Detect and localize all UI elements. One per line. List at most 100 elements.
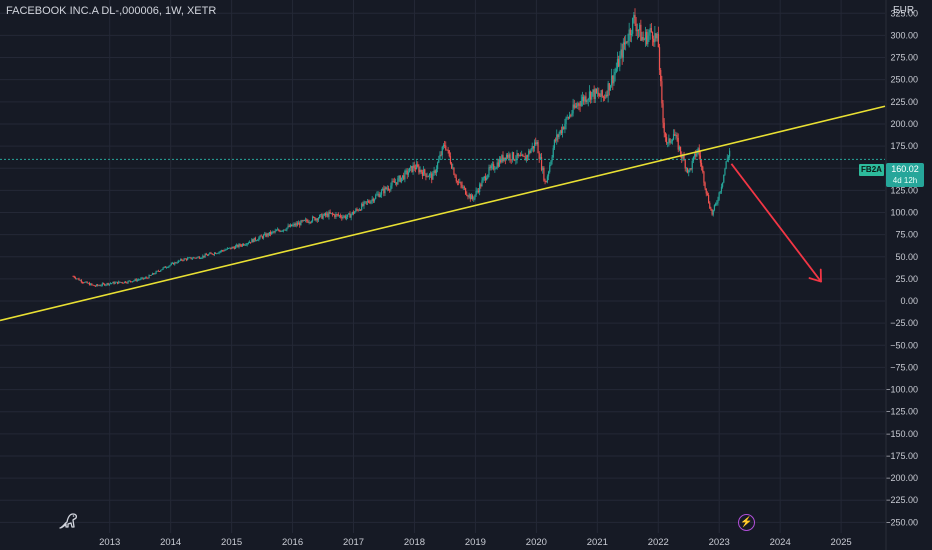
candle-body: [273, 231, 275, 233]
dinosaur-icon[interactable]: [58, 511, 80, 531]
candle-body: [380, 190, 383, 195]
candle-body: [262, 235, 265, 239]
candle-body: [482, 178, 484, 181]
candle-body: [574, 105, 577, 108]
candle-body: [223, 250, 225, 252]
y-tick-label: 25.00: [895, 274, 918, 284]
candle-body: [514, 159, 516, 161]
candle-body: [195, 257, 197, 259]
candle-body: [328, 211, 330, 217]
x-tick-label: 2024: [770, 537, 791, 548]
price-axis: 325.00 300.00 275.00 250.00 225.00 200.00 175.…: [885, 0, 918, 550]
candle-body: [619, 55, 621, 67]
projection-arrow: [730, 163, 822, 283]
candle-body: [584, 96, 586, 102]
y-tick-label: −50.00: [890, 340, 918, 350]
candle-body: [401, 175, 404, 178]
candle-body: [303, 220, 306, 221]
candle-body: [274, 230, 276, 232]
candle-body: [90, 283, 92, 286]
candle-body: [655, 33, 657, 39]
candle-body: [272, 231, 274, 233]
candle-body: [261, 236, 263, 239]
candle-body: [716, 202, 718, 204]
candle-body: [336, 214, 338, 215]
candle-body: [604, 97, 606, 99]
candle-body: [137, 279, 140, 281]
candle-body: [330, 213, 332, 214]
candle-body: [396, 182, 398, 185]
candle-body: [141, 277, 143, 279]
candle-body: [660, 70, 662, 82]
candle-body: [684, 160, 686, 169]
candle-body: [199, 258, 202, 260]
candle-body: [355, 209, 357, 212]
candle-body: [657, 33, 659, 48]
candle-body: [253, 237, 255, 243]
candle-body: [484, 176, 487, 181]
candle-body: [392, 181, 394, 183]
candle-body: [154, 273, 156, 275]
candle-body: [421, 172, 424, 176]
candle-body: [472, 195, 474, 199]
candle-body: [246, 243, 248, 245]
y-tick-label: −75.00: [890, 362, 918, 372]
candle-body: [118, 281, 120, 284]
candle-body: [722, 182, 724, 187]
candle-body: [102, 283, 105, 285]
candle-body: [162, 267, 164, 270]
candle-body: [444, 145, 446, 146]
candle-body: [189, 257, 191, 259]
candle-body: [700, 162, 703, 167]
candle-body: [725, 161, 727, 169]
candle-body: [590, 91, 592, 100]
y-tick-label: 325.00: [890, 8, 918, 18]
arrow-head: [808, 277, 822, 283]
candle-body: [296, 223, 299, 225]
candle-body: [377, 193, 379, 195]
x-tick-label: 2017: [343, 537, 364, 548]
candle-body: [434, 170, 436, 174]
candle-body: [668, 138, 670, 143]
candle-body: [81, 282, 84, 283]
candle-body: [580, 100, 582, 106]
candle-body: [181, 259, 183, 261]
candle-body: [342, 216, 344, 219]
candle-body: [654, 33, 656, 43]
candle-body: [561, 127, 564, 134]
candle-body: [248, 241, 251, 243]
candle-body: [322, 215, 324, 219]
candle-body: [406, 170, 408, 175]
candle-body: [387, 188, 390, 190]
candle-body: [591, 92, 593, 100]
candle-body: [215, 252, 217, 254]
candle-body: [163, 266, 165, 268]
candle-body: [498, 158, 501, 167]
candle-body: [690, 168, 692, 170]
candle-body: [536, 142, 538, 145]
y-tick-label: 300.00: [890, 30, 918, 40]
candle-body: [313, 216, 315, 218]
candle-body: [488, 167, 490, 175]
last-price-value: 160.02: [891, 164, 919, 174]
candle-body: [695, 153, 697, 157]
candle-body: [130, 281, 133, 283]
candle-body: [365, 201, 367, 203]
candle-body: [258, 237, 260, 240]
candle-body: [198, 256, 200, 259]
candle-body: [586, 100, 588, 103]
candle-body: [366, 201, 369, 203]
candle-body: [286, 227, 288, 230]
candle-body: [219, 251, 221, 253]
candle-body: [639, 24, 641, 31]
candle-body: [408, 167, 411, 173]
candle-body: [648, 32, 650, 36]
candle-body: [84, 282, 86, 283]
candle-body: [458, 181, 460, 183]
candle-body: [539, 157, 541, 160]
candle-body: [76, 278, 78, 280]
lightning-icon[interactable]: ⚡: [738, 514, 755, 531]
candle-body: [331, 213, 334, 215]
candle-body: [188, 257, 190, 259]
